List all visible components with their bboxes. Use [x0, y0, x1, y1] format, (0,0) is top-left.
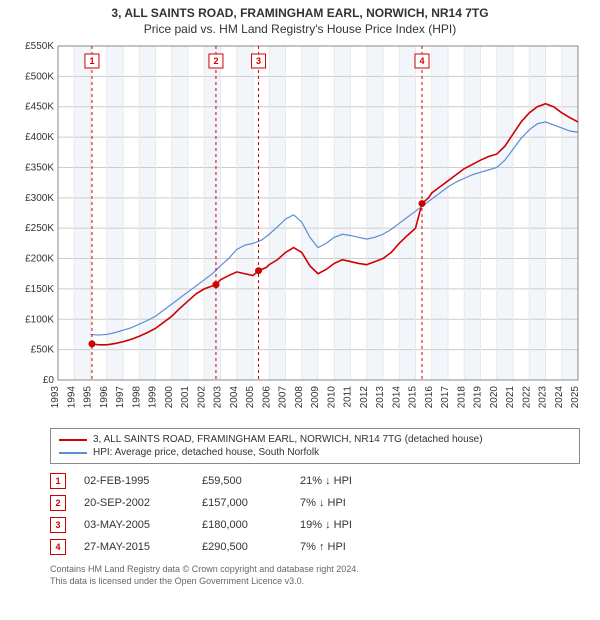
chart-area: £0 £50K £100K £150K £200K £250K £300K £350K £400…	[10, 40, 590, 420]
transaction-marker: 4	[50, 539, 66, 555]
transaction-date: 27-MAY-2015	[84, 541, 184, 553]
svg-text:2012: 2012	[359, 386, 370, 409]
svg-text:2004: 2004	[229, 386, 240, 409]
svg-text:2013: 2013	[375, 386, 386, 409]
svg-text:£400K: £400K	[25, 132, 54, 143]
svg-text:4: 4	[419, 56, 424, 66]
transaction-row: 2 20-SEP-2002 £157,000 7% ↓ HPI	[50, 492, 580, 514]
svg-text:1995: 1995	[83, 386, 94, 409]
footer-attribution: Contains HM Land Registry data © Crown c…	[50, 564, 580, 587]
legend-swatch	[59, 439, 87, 441]
svg-text:£150K: £150K	[25, 284, 54, 295]
svg-text:3: 3	[256, 56, 261, 66]
svg-text:2022: 2022	[521, 386, 532, 409]
svg-text:2010: 2010	[326, 386, 337, 409]
svg-text:2020: 2020	[489, 386, 500, 409]
svg-text:1997: 1997	[115, 386, 126, 409]
transaction-date: 02-FEB-1995	[84, 475, 184, 487]
transaction-diff: 21% ↓ HPI	[300, 475, 390, 487]
legend-label: HPI: Average price, detached house, Sout…	[93, 447, 319, 458]
legend-label: 3, ALL SAINTS ROAD, FRAMINGHAM EARL, NOR…	[93, 434, 483, 445]
transaction-marker: 3	[50, 517, 66, 533]
svg-text:2023: 2023	[538, 386, 549, 409]
svg-text:2000: 2000	[164, 386, 175, 409]
line-chart-svg: £0 £50K £100K £150K £200K £250K £300K £350K £400…	[10, 40, 590, 420]
transaction-row: 3 03-MAY-2005 £180,000 19% ↓ HPI	[50, 514, 580, 536]
svg-text:1: 1	[89, 56, 94, 66]
legend: 3, ALL SAINTS ROAD, FRAMINGHAM EARL, NOR…	[50, 428, 580, 464]
transaction-diff: 7% ↓ HPI	[300, 497, 390, 509]
svg-text:2011: 2011	[343, 386, 354, 408]
legend-item: 3, ALL SAINTS ROAD, FRAMINGHAM EARL, NOR…	[59, 433, 571, 446]
transaction-marker: 1	[50, 473, 66, 489]
svg-text:2001: 2001	[180, 386, 191, 409]
svg-text:2003: 2003	[213, 386, 224, 409]
svg-text:2: 2	[213, 56, 218, 66]
svg-text:2024: 2024	[554, 386, 565, 409]
svg-text:2002: 2002	[196, 386, 207, 409]
footer-line-2: This data is licensed under the Open Gov…	[50, 576, 580, 588]
svg-text:£500K: £500K	[25, 71, 54, 82]
svg-text:2006: 2006	[261, 386, 272, 409]
transaction-table: 1 02-FEB-1995 £59,500 21% ↓ HPI 2 20-SEP-2002…	[50, 470, 580, 558]
legend-item: HPI: Average price, detached house, Sout…	[59, 446, 571, 459]
transaction-date: 03-MAY-2005	[84, 519, 184, 531]
svg-text:2005: 2005	[245, 386, 256, 409]
svg-text:1998: 1998	[131, 386, 142, 409]
transaction-price: £290,500	[202, 541, 282, 553]
svg-text:1996: 1996	[99, 386, 110, 409]
svg-text:£350K: £350K	[25, 162, 54, 173]
svg-text:2016: 2016	[424, 386, 435, 409]
svg-text:2014: 2014	[391, 386, 402, 409]
transaction-price: £157,000	[202, 497, 282, 509]
svg-text:£50K: £50K	[31, 345, 55, 356]
svg-text:2015: 2015	[408, 386, 419, 409]
svg-text:2008: 2008	[294, 386, 305, 409]
svg-text:2025: 2025	[570, 386, 581, 409]
transaction-marker: 2	[50, 495, 66, 511]
svg-text:2017: 2017	[440, 386, 451, 409]
footer-line-1: Contains HM Land Registry data © Crown c…	[50, 564, 580, 576]
svg-text:1994: 1994	[66, 386, 77, 409]
svg-text:2019: 2019	[473, 386, 484, 409]
transaction-row: 4 27-MAY-2015 £290,500 7% ↑ HPI	[50, 536, 580, 558]
transaction-date: 20-SEP-2002	[84, 497, 184, 509]
svg-text:1993: 1993	[50, 386, 61, 409]
svg-text:£200K: £200K	[25, 254, 54, 265]
legend-swatch	[59, 452, 87, 454]
svg-text:£450K: £450K	[25, 102, 54, 113]
chart-subtitle: Price paid vs. HM Land Registry's House …	[0, 20, 600, 40]
transaction-price: £180,000	[202, 519, 282, 531]
svg-text:£550K: £550K	[25, 41, 54, 52]
svg-text:2018: 2018	[456, 386, 467, 409]
svg-text:2007: 2007	[278, 386, 289, 409]
transaction-row: 1 02-FEB-1995 £59,500 21% ↓ HPI	[50, 470, 580, 492]
svg-text:£250K: £250K	[25, 223, 54, 234]
svg-text:2021: 2021	[505, 386, 516, 409]
chart-title: 3, ALL SAINTS ROAD, FRAMINGHAM EARL, NOR…	[0, 0, 600, 20]
transaction-diff: 7% ↑ HPI	[300, 541, 390, 553]
svg-text:£300K: £300K	[25, 193, 54, 204]
svg-text:£100K: £100K	[25, 314, 54, 325]
svg-text:1999: 1999	[148, 386, 159, 409]
transaction-diff: 19% ↓ HPI	[300, 519, 390, 531]
svg-text:£0: £0	[43, 375, 55, 386]
transaction-price: £59,500	[202, 475, 282, 487]
svg-text:2009: 2009	[310, 386, 321, 409]
